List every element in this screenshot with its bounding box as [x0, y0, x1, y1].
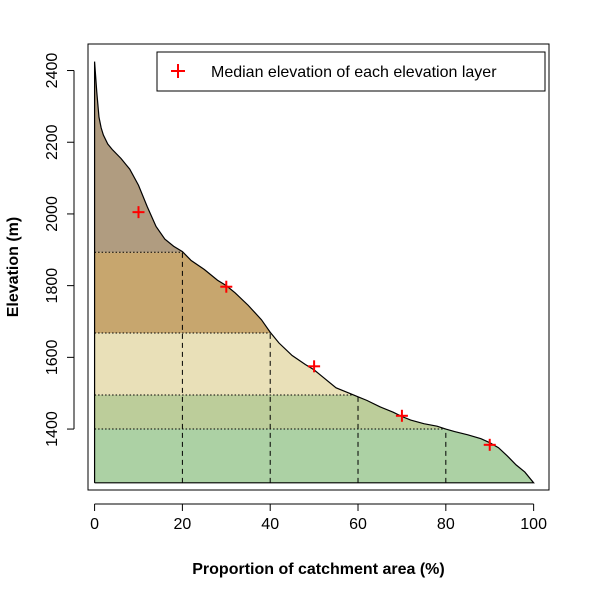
median-marker — [220, 280, 233, 293]
y-tick-label: 2400 — [44, 53, 61, 89]
legend-entry: Median elevation of each elevation layer — [211, 64, 497, 81]
median-marker — [308, 360, 321, 373]
elevation-layer-fills — [94, 61, 534, 483]
x-tick-label: 100 — [520, 516, 547, 533]
median-marker — [395, 409, 408, 422]
x-tick-label: 80 — [437, 516, 455, 533]
median-marker — [132, 206, 145, 219]
y-axis-title: Elevation (m) — [5, 217, 22, 317]
median-marker — [483, 438, 496, 451]
x-tick-label: 0 — [90, 516, 99, 533]
legend: Median elevation of each elevation layer — [156, 51, 546, 92]
x-tick-label: 20 — [173, 516, 191, 533]
elevation-band-layer-2 — [94, 394, 446, 430]
elevation-band-layer-5 — [94, 61, 184, 253]
y-tick-label: 1600 — [44, 339, 61, 375]
y-axis: 1400 1600 1800 2000 2200 2400 — [44, 53, 75, 447]
y-tick-label: 1800 — [44, 268, 61, 304]
layer-divider-lines — [94, 251, 447, 483]
x-tick-label: 40 — [261, 516, 279, 533]
elevation-band-layer-1 — [94, 429, 534, 483]
hypsometric-curve — [93, 61, 535, 484]
y-tick-label: 2000 — [44, 196, 61, 232]
y-tick-label: 1400 — [44, 411, 61, 447]
legend-box — [156, 51, 546, 92]
x-tick-label: 60 — [349, 516, 367, 533]
median-markers — [132, 206, 496, 451]
x-axis-title: Proportion of catchment area (%) — [192, 561, 444, 578]
y-tick-label: 2200 — [44, 124, 61, 160]
legend-marker-plus-icon — [171, 64, 185, 78]
plot-frame — [87, 43, 550, 491]
x-axis: 0 20 40 60 80 100 — [90, 503, 547, 533]
elevation-band-layer-3 — [94, 332, 354, 395]
